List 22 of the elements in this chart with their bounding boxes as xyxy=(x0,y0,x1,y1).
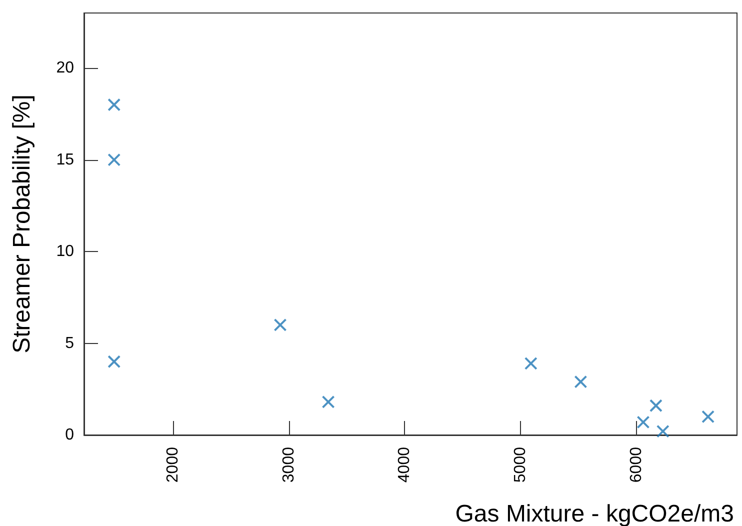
y-tick-label: 5 xyxy=(65,334,74,352)
point xyxy=(524,356,538,370)
point xyxy=(108,153,121,166)
point xyxy=(108,98,121,112)
point xyxy=(108,355,121,368)
x-tick-label: 6000 xyxy=(628,446,645,483)
point xyxy=(702,410,715,424)
point xyxy=(656,424,670,438)
x-tick-label: 2000 xyxy=(164,446,182,483)
x-tick-label: 3000 xyxy=(280,446,298,483)
point xyxy=(636,416,650,429)
y-tick-label: 20 xyxy=(56,60,74,77)
point xyxy=(274,318,287,332)
x-tick-label: 4000 xyxy=(396,446,414,483)
point xyxy=(322,395,335,408)
y-tick-label: 15 xyxy=(56,151,74,168)
x-tick-label: 5000 xyxy=(512,446,529,483)
y-tick-label: 0 xyxy=(65,426,74,444)
y-axis-title: Streamer Probability [%] xyxy=(8,94,36,354)
point xyxy=(574,375,588,388)
point xyxy=(649,399,662,412)
y-tick-label: 10 xyxy=(56,243,74,260)
